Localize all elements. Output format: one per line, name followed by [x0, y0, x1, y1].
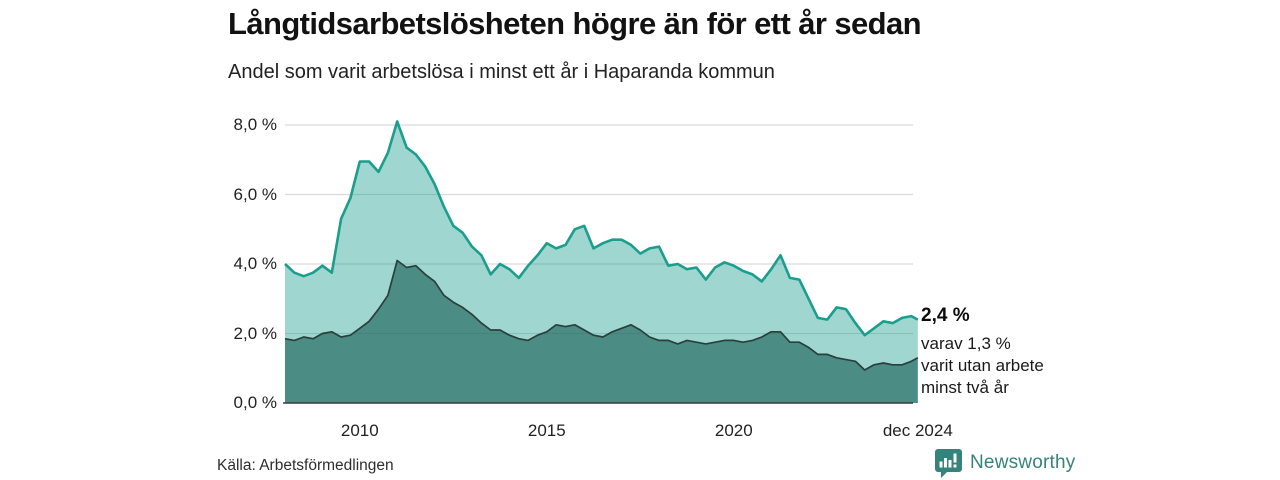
series-area-two-years — [285, 260, 918, 403]
newsworthy-icon — [935, 449, 962, 478]
y-tick-label: 2,0 % — [233, 323, 277, 343]
source-note: Källa: Arbetsförmedlingen — [217, 457, 394, 474]
x-tick-label: dec 2024 — [882, 421, 953, 440]
annotation-line: minst två år — [921, 378, 1009, 397]
annotation-line: varit utan arbete — [921, 356, 1044, 375]
y-tick-label: 4,0 % — [233, 254, 277, 273]
x-tick-label: 2015 — [527, 421, 566, 440]
x-tick-label: 2010 — [340, 421, 379, 440]
series-line-two-years — [284, 259, 919, 371]
annotation-value: 2,4 % — [921, 305, 970, 326]
y-tick-label: 8,0 % — [233, 115, 277, 134]
y-tick-label: 6,0 % — [233, 184, 277, 204]
brand-name: Newsworthy — [970, 452, 1076, 473]
y-tick-label: 0,0 % — [233, 393, 277, 412]
annotation-line: varav 1,3 % — [921, 334, 1011, 353]
brand-logo: Newsworthy — [934, 448, 1075, 478]
x-tick-label: 2020 — [714, 421, 753, 440]
chart-subtitle: Andel som varit arbetslösa i minst ett å… — [228, 61, 775, 83]
end-annotation: 2,4 % varav 1,3 % varit utan arbete mins… — [921, 305, 1055, 399]
page-title: Långtidsarbetslösheten högre än för ett … — [228, 6, 922, 41]
series-line-one-year — [284, 120, 919, 337]
